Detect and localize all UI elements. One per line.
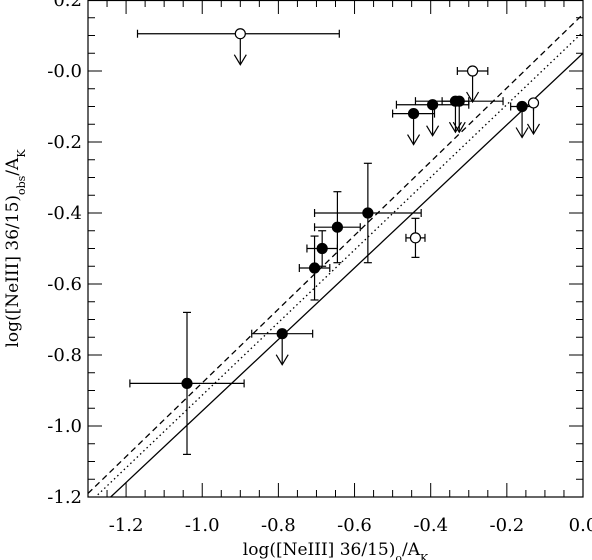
data-point-12	[510, 100, 535, 139]
filled-marker	[516, 100, 528, 113]
y-axis-title-sub: obs	[15, 175, 28, 195]
data-point-7	[392, 107, 436, 146]
open-marker	[466, 65, 479, 77]
filled-marker	[362, 207, 374, 219]
y-tick-label: -0.2	[47, 132, 82, 153]
upper-limit-arrow-head	[526, 123, 541, 136]
y-tick-label: -0.6	[47, 274, 82, 295]
data-point-10	[414, 95, 504, 134]
data-point-11	[456, 65, 489, 104]
filled-marker	[316, 242, 328, 255]
x-tick-label: -0.2	[489, 515, 524, 536]
data-point-5	[313, 162, 422, 264]
tick-labels: -1.2 -1.0 -0.8 -0.6 -0.4 -0.2 0.0 0.2 -0.0 -0.2 -0…	[47, 0, 592, 536]
data-point-14	[136, 28, 340, 66]
x-tick-label: -0.4	[413, 515, 448, 536]
open-marker	[409, 232, 422, 244]
y-tick-label: -1.0	[47, 416, 82, 437]
open-marker	[527, 97, 540, 109]
y-tick-label: -0.0	[47, 61, 82, 82]
upper-limit-arrow-head	[515, 127, 529, 139]
upper-limit-arrow-head	[407, 134, 421, 146]
filled-marker	[426, 99, 439, 111]
axes	[87, 0, 584, 498]
filled-marker	[276, 328, 288, 340]
y-tick-label: -1.2	[47, 487, 82, 508]
upper-limit-arrow-head	[426, 125, 440, 137]
reference-lines	[88, 13, 583, 497]
upper-limit-arrow-head	[275, 354, 289, 366]
x-tick-label: -0.8	[261, 515, 296, 536]
x-tick-label: 0.0	[569, 515, 592, 536]
y-axis-title-suffix-sub: K	[15, 149, 28, 158]
y-tick-label: -0.8	[47, 345, 82, 366]
reference-line-solid	[109, 52, 583, 497]
upper-limit-arrow-head	[233, 54, 247, 66]
filled-marker	[308, 262, 321, 274]
y-axis-title-suffix: /A	[3, 157, 23, 176]
data-point-4	[313, 191, 361, 264]
y-axis-title-main: log([NeIII] 36/15)	[3, 195, 23, 348]
data-point-1	[251, 328, 314, 366]
y-tick-label: -0.4	[47, 203, 82, 224]
x-tick-label: -0.6	[337, 515, 372, 536]
x-tick-label: -1.0	[185, 515, 220, 536]
reference-line-dashed	[88, 13, 583, 494]
open-marker	[234, 28, 246, 40]
x-axis-title-main: log([NeIII] 36/15)	[243, 540, 396, 560]
filled-marker	[181, 377, 193, 389]
data-point-8	[395, 99, 470, 137]
data-point-0	[129, 311, 245, 455]
reference-line-dotted	[94, 31, 583, 497]
upper-limit-arrow-head	[466, 91, 480, 104]
data-point-2	[298, 235, 331, 301]
y-tick-label: 0.2	[53, 0, 82, 11]
x-axis-title: log([NeIII] 36/15)o/AK	[243, 540, 429, 560]
filled-marker	[453, 95, 465, 107]
x-axis-title-suffix-sub: K	[420, 552, 429, 560]
filled-marker	[331, 221, 344, 233]
data-point-6	[405, 217, 426, 258]
x-axis-title-sub: o	[395, 552, 402, 560]
x-axis-title-suffix: /A	[402, 540, 421, 560]
data-points	[129, 28, 541, 455]
data-point-13	[526, 97, 541, 136]
x-tick-label: -1.2	[109, 515, 144, 536]
y-axis-title: log([NeIII] 36/15)obs/AK	[3, 149, 28, 348]
filled-marker	[407, 107, 420, 120]
upper-limit-arrow-head	[452, 121, 466, 134]
